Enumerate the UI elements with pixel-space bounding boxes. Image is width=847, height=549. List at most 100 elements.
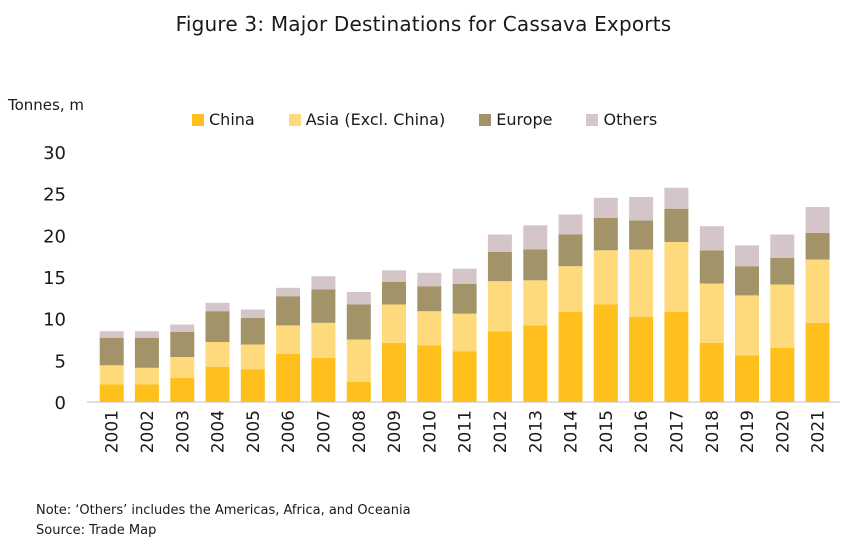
bar-europe-2002 <box>134 337 159 368</box>
x-tick-label-2013: 2013 <box>526 410 546 453</box>
bar-china-2021 <box>805 322 830 402</box>
bars-group <box>99 187 830 402</box>
bar-china-2002 <box>134 384 159 402</box>
x-tick-label-2015: 2015 <box>597 410 617 453</box>
bar-others-2006 <box>276 287 301 297</box>
bar-europe-2016 <box>629 220 654 250</box>
bar-asia-excl-china-2011 <box>452 313 477 352</box>
bar-europe-2019 <box>735 266 759 296</box>
bar-china-2011 <box>452 351 477 402</box>
x-tick-label-2020: 2020 <box>773 410 793 453</box>
bar-china-2004 <box>205 367 230 402</box>
bar-others-2011 <box>452 268 477 284</box>
bar-asia-excl-china-2018 <box>699 283 724 343</box>
bar-others-2015 <box>593 197 618 218</box>
x-tick-label-2010: 2010 <box>420 410 440 453</box>
legend-label-asia: Asia (Excl. China) <box>305 110 446 129</box>
y-axis-ticks: 0 5 10 15 20 25 30 <box>43 143 66 414</box>
bar-europe-2004 <box>205 311 230 342</box>
bar-others-2003 <box>170 324 195 332</box>
bar-europe-2020 <box>770 257 795 285</box>
bar-china-2007 <box>311 357 336 402</box>
y-tick-label-10: 10 <box>43 310 66 331</box>
x-tick-label-2004: 2004 <box>209 410 229 453</box>
x-tick-label-2019: 2019 <box>738 410 758 453</box>
bar-others-2012 <box>487 234 512 252</box>
bar-others-2005 <box>240 309 265 318</box>
bar-europe-2008 <box>346 304 371 340</box>
bar-asia-excl-china-2020 <box>770 284 795 348</box>
bar-others-2019 <box>735 245 759 267</box>
legend-label-others: Others <box>603 110 658 129</box>
x-tick-label-2009: 2009 <box>385 410 405 453</box>
bar-china-2003 <box>170 377 195 402</box>
legend-swatch-asia <box>288 113 301 126</box>
legend-label-europe: Europe <box>496 110 553 129</box>
bar-others-2018 <box>699 226 724 251</box>
bar-europe-2017 <box>664 208 689 242</box>
bar-europe-2021 <box>805 232 830 260</box>
bar-china-2009 <box>382 342 406 402</box>
bar-asia-excl-china-2012 <box>487 281 512 332</box>
bar-china-2012 <box>487 331 512 402</box>
bar-china-2010 <box>417 345 442 402</box>
bar-europe-2006 <box>276 296 301 326</box>
bar-china-2019 <box>735 355 759 402</box>
bar-asia-excl-china-2016 <box>629 249 654 317</box>
chart-note: Note: ‘Others’ includes the Americas, Af… <box>36 503 411 518</box>
bar-asia-excl-china-2017 <box>664 242 689 312</box>
bar-others-2021 <box>805 207 830 233</box>
x-tick-label-2006: 2006 <box>279 410 299 453</box>
x-tick-label-2008: 2008 <box>350 410 370 453</box>
y-tick-label-30: 30 <box>43 143 66 164</box>
x-tick-label-2002: 2002 <box>138 410 158 453</box>
bar-china-2006 <box>276 353 301 402</box>
bar-asia-excl-china-2014 <box>558 266 583 312</box>
y-tick-label-15: 15 <box>43 268 66 289</box>
y-tick-label-5: 5 <box>55 351 66 372</box>
legend-item-europe: Europe <box>479 110 552 129</box>
bar-others-2020 <box>770 234 795 258</box>
x-tick-label-2005: 2005 <box>244 410 264 453</box>
bar-asia-excl-china-2010 <box>417 311 442 346</box>
y-axis-unit-label: Tonnes, m <box>8 96 84 114</box>
x-tick-label-2017: 2017 <box>667 410 687 453</box>
legend-item-asia: Asia (Excl. China) <box>288 110 446 129</box>
x-tick-label-2018: 2018 <box>703 410 723 453</box>
bar-others-2002 <box>134 331 159 338</box>
bar-asia-excl-china-2013 <box>523 280 548 326</box>
bar-europe-2001 <box>99 337 124 366</box>
bar-europe-2010 <box>417 286 442 312</box>
y-tick-label-20: 20 <box>43 226 66 247</box>
chart-source: Source: Trade Map <box>36 523 157 538</box>
bar-china-2018 <box>699 342 724 402</box>
bar-china-2014 <box>558 312 583 402</box>
bar-europe-2009 <box>382 282 406 305</box>
bar-others-2001 <box>99 331 124 338</box>
bar-china-2016 <box>629 317 654 402</box>
bar-asia-excl-china-2007 <box>311 322 336 358</box>
bar-europe-2012 <box>487 252 512 282</box>
x-tick-label-2016: 2016 <box>632 410 652 453</box>
x-tick-label-2001: 2001 <box>103 410 123 453</box>
bar-asia-excl-china-2009 <box>382 304 406 343</box>
legend-label-china: China <box>209 110 255 129</box>
bar-europe-2013 <box>523 249 548 281</box>
x-tick-label-2003: 2003 <box>173 410 193 453</box>
bar-asia-excl-china-2021 <box>805 259 830 323</box>
bar-china-2008 <box>346 382 371 402</box>
bar-asia-excl-china-2015 <box>593 250 618 305</box>
bar-china-2013 <box>523 325 548 402</box>
bar-china-2015 <box>593 304 618 402</box>
bar-china-2020 <box>770 347 795 402</box>
bar-others-2009 <box>382 270 406 282</box>
bar-asia-excl-china-2001 <box>99 365 124 385</box>
bar-europe-2011 <box>452 283 477 314</box>
bar-asia-excl-china-2019 <box>735 295 759 356</box>
legend-item-others: Others <box>586 110 657 129</box>
bar-others-2008 <box>346 292 371 305</box>
x-tick-label-2012: 2012 <box>491 410 511 453</box>
bar-china-2005 <box>240 369 265 402</box>
y-tick-label-25: 25 <box>43 185 66 206</box>
